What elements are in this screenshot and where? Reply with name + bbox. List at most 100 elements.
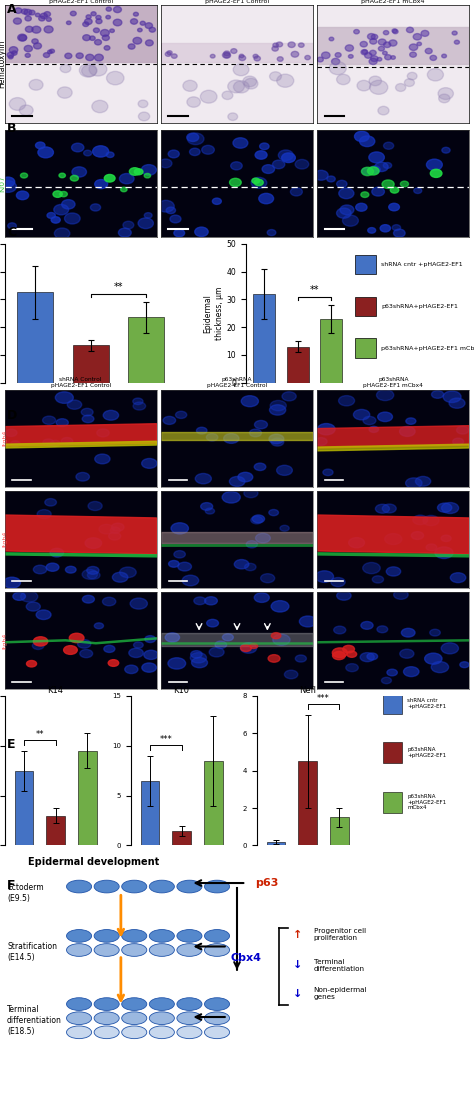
Circle shape — [234, 81, 249, 93]
Text: p63shRNA
+pHAGE2-EF1: p63shRNA +pHAGE2-EF1 — [407, 748, 446, 759]
Circle shape — [95, 454, 110, 463]
Circle shape — [354, 30, 359, 34]
Circle shape — [26, 602, 40, 611]
Circle shape — [380, 225, 391, 232]
Circle shape — [240, 645, 252, 651]
Circle shape — [168, 658, 186, 669]
Circle shape — [204, 1026, 229, 1038]
Circle shape — [415, 477, 431, 486]
Circle shape — [47, 212, 55, 219]
Circle shape — [206, 434, 218, 440]
Circle shape — [361, 622, 373, 630]
Circle shape — [209, 647, 224, 657]
Circle shape — [367, 653, 378, 660]
Circle shape — [32, 642, 44, 649]
Circle shape — [94, 929, 119, 942]
Circle shape — [177, 880, 202, 893]
Circle shape — [382, 504, 396, 513]
Circle shape — [18, 34, 27, 42]
Circle shape — [170, 215, 181, 223]
Circle shape — [13, 17, 21, 24]
Circle shape — [167, 50, 172, 55]
Circle shape — [269, 509, 279, 516]
Circle shape — [243, 77, 256, 86]
Circle shape — [1, 177, 15, 187]
Circle shape — [423, 516, 439, 526]
Circle shape — [137, 28, 142, 32]
Circle shape — [82, 596, 94, 603]
Circle shape — [337, 208, 351, 219]
Circle shape — [239, 55, 244, 58]
Circle shape — [177, 1012, 202, 1024]
Circle shape — [104, 645, 115, 653]
Circle shape — [141, 165, 156, 175]
Circle shape — [332, 648, 347, 658]
Circle shape — [187, 133, 204, 144]
Circle shape — [362, 50, 367, 54]
Polygon shape — [318, 515, 469, 554]
Circle shape — [246, 541, 257, 548]
Circle shape — [228, 113, 237, 120]
Circle shape — [329, 37, 334, 40]
Circle shape — [122, 880, 147, 893]
Circle shape — [134, 168, 143, 175]
Circle shape — [88, 502, 102, 510]
Bar — [355, 338, 375, 357]
Polygon shape — [318, 425, 469, 448]
Circle shape — [196, 427, 207, 434]
Circle shape — [348, 538, 365, 548]
Circle shape — [273, 43, 278, 47]
Circle shape — [66, 998, 91, 1010]
Circle shape — [157, 200, 174, 212]
Circle shape — [138, 113, 150, 120]
Circle shape — [37, 509, 51, 519]
Circle shape — [94, 998, 119, 1010]
Title: p63shRNA
pHAGE2-EF1 Control: p63shRNA pHAGE2-EF1 Control — [207, 377, 267, 388]
Circle shape — [56, 419, 68, 426]
Circle shape — [21, 9, 28, 14]
Circle shape — [134, 642, 143, 648]
Circle shape — [361, 167, 374, 176]
Circle shape — [11, 51, 17, 56]
Circle shape — [177, 943, 202, 956]
Circle shape — [109, 532, 121, 540]
Title: shRNA Control
pHAGE2-EF1 Control: shRNA Control pHAGE2-EF1 Control — [51, 377, 111, 388]
Circle shape — [222, 91, 233, 99]
Circle shape — [403, 667, 419, 677]
Circle shape — [245, 563, 256, 571]
Circle shape — [54, 204, 69, 215]
Circle shape — [346, 663, 358, 672]
Circle shape — [337, 180, 347, 188]
Circle shape — [369, 426, 379, 433]
Text: Epidermal development: Epidermal development — [28, 857, 159, 867]
Circle shape — [165, 52, 171, 57]
Circle shape — [6, 430, 17, 436]
Circle shape — [345, 45, 354, 51]
Circle shape — [331, 58, 340, 64]
Title: shRNA Control
pHAGE2-EF1 Control: shRNA Control pHAGE2-EF1 Control — [49, 0, 113, 3]
Text: Terminal
differentiation: Terminal differentiation — [314, 959, 365, 972]
Circle shape — [268, 655, 280, 662]
Circle shape — [431, 661, 448, 672]
Circle shape — [149, 27, 155, 32]
Circle shape — [315, 437, 327, 446]
Circle shape — [187, 133, 199, 141]
Circle shape — [280, 526, 289, 531]
Circle shape — [360, 653, 374, 661]
Circle shape — [362, 168, 372, 175]
Circle shape — [222, 634, 233, 640]
Circle shape — [383, 51, 387, 55]
Circle shape — [66, 929, 91, 942]
Circle shape — [425, 48, 432, 54]
Text: p63shRNA+pHAGE2-EF1: p63shRNA+pHAGE2-EF1 — [381, 304, 458, 309]
Circle shape — [348, 55, 353, 58]
Circle shape — [82, 415, 94, 423]
Bar — [17, 293, 53, 383]
Circle shape — [395, 83, 406, 92]
Text: **: ** — [310, 285, 319, 295]
Circle shape — [207, 620, 219, 627]
Circle shape — [53, 191, 62, 198]
Circle shape — [276, 42, 283, 47]
Circle shape — [67, 400, 82, 409]
Circle shape — [382, 678, 392, 684]
